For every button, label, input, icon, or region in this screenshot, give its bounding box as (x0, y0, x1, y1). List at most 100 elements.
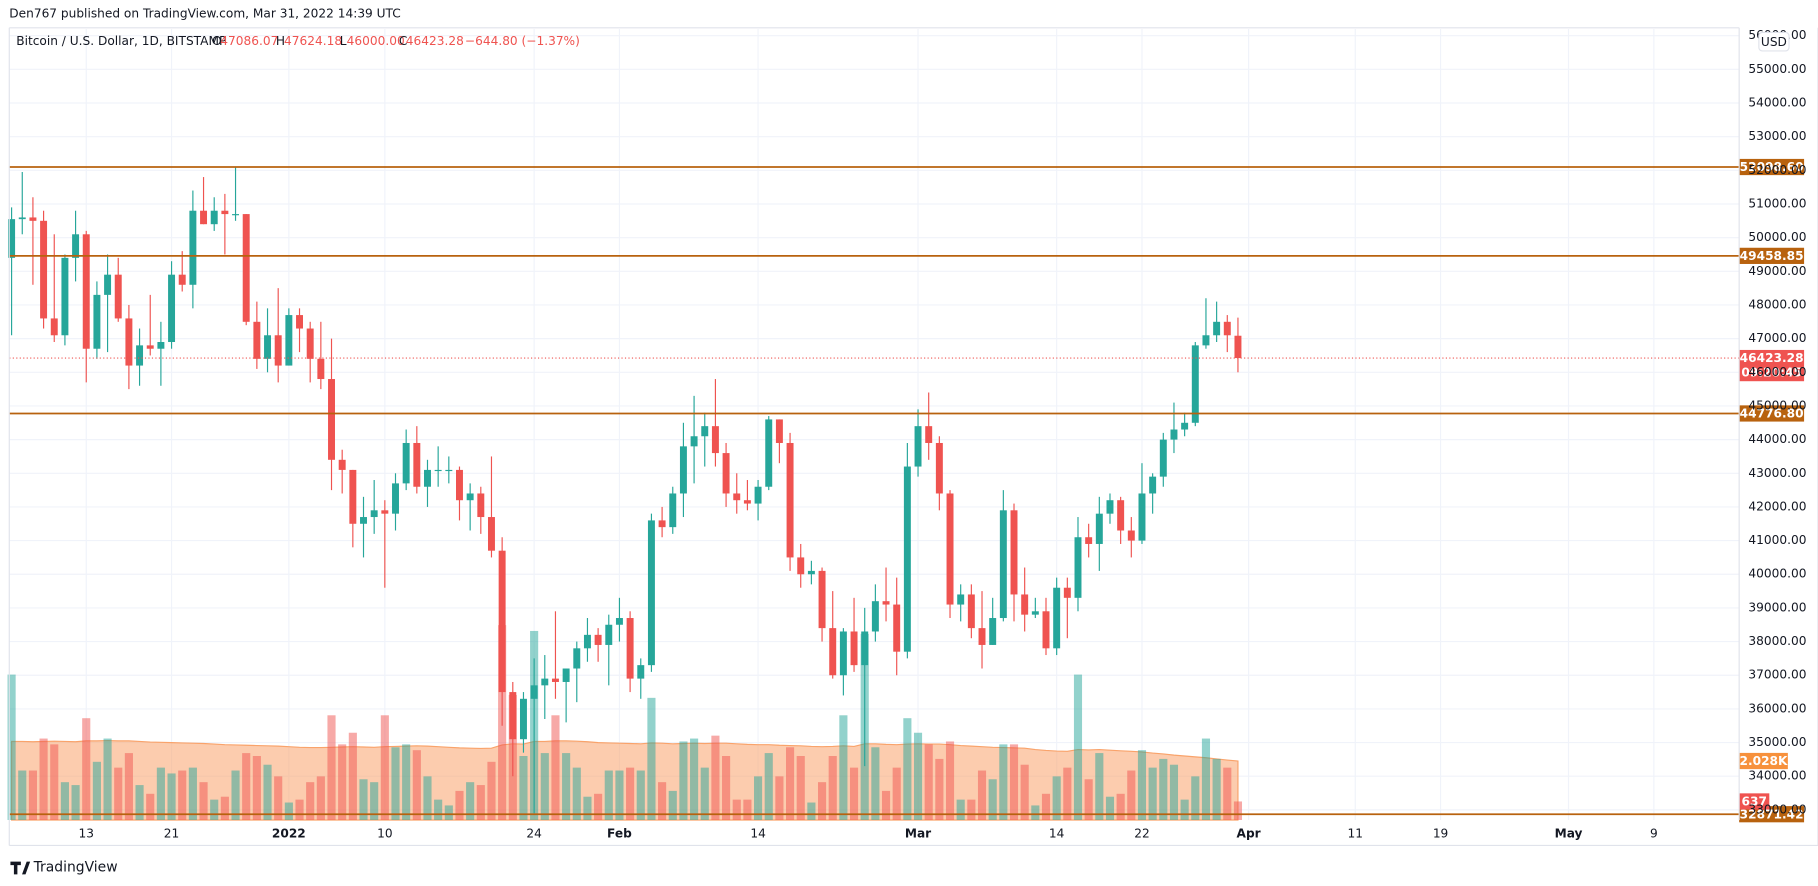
volume-bar (252, 756, 261, 820)
x-tick-label: 19 (1433, 826, 1448, 840)
level-label: 32871.42 (1740, 807, 1804, 821)
volume-bar (82, 718, 91, 820)
logo-text[interactable]: TradingView (33, 859, 118, 875)
volume-bar (178, 770, 187, 820)
candle-body (1138, 493, 1146, 541)
volume-bar (1031, 805, 1040, 820)
currency[interactable]: USD (1761, 35, 1787, 49)
volume-bar (1191, 776, 1200, 820)
volume-bar (231, 770, 240, 820)
volume-bar (1212, 758, 1221, 820)
y-tick-label: 42000.00 (1748, 499, 1806, 513)
volume-bar (476, 785, 485, 820)
legend-key: O (212, 34, 222, 48)
legend-change: −644.80 (−1.37%) (465, 34, 580, 48)
candle-body (925, 426, 933, 443)
volume-bar (156, 767, 165, 820)
y-tick-label: 45000.00 (1748, 398, 1806, 412)
candle-body (498, 550, 506, 693)
y-tick-label: 39000.00 (1748, 600, 1806, 614)
volume-bar (284, 802, 293, 820)
candle-body (487, 517, 495, 551)
byline: Den767 published on TradingView.com, Mar… (9, 6, 401, 20)
candle-body (306, 328, 314, 359)
candle-body (125, 318, 133, 366)
volume-bar (124, 753, 133, 820)
candle-body (519, 698, 527, 740)
level-label-bg (1739, 158, 1805, 176)
candle-body (360, 517, 367, 524)
candle-body (402, 442, 410, 484)
volume-bar (540, 753, 549, 820)
candle-body (594, 634, 602, 645)
candle-body (413, 442, 421, 487)
volume-bar (967, 799, 976, 820)
candle-body (370, 510, 378, 518)
volume-bar (455, 790, 464, 820)
volume-bar (679, 741, 688, 820)
currency-badge[interactable] (1758, 31, 1790, 52)
candle-body (1127, 530, 1135, 541)
volume-bar (615, 770, 624, 820)
candle-body (829, 628, 837, 676)
candle-body (274, 335, 282, 366)
volume-bar (18, 770, 27, 820)
level-label: 44776.80 (1740, 407, 1804, 421)
volume-bar (1063, 767, 1072, 820)
volume-bar (722, 756, 731, 820)
candle-body (733, 493, 741, 501)
volume-bar (583, 796, 592, 820)
y-tick-label: 44000.00 (1748, 432, 1806, 446)
volume-bar (466, 782, 475, 820)
candle-body (61, 257, 69, 336)
legend-key: L (340, 34, 347, 48)
volume-bar (295, 799, 304, 820)
volume-bar (1116, 793, 1125, 820)
candle-body (754, 486, 762, 504)
volume-bar (732, 799, 741, 820)
logo-icon[interactable] (10, 861, 31, 875)
candle-body (679, 446, 687, 494)
candle-body (434, 469, 442, 472)
volume-bar (60, 782, 69, 820)
candle-body (200, 210, 208, 225)
candle-body (1181, 422, 1189, 430)
volume-bar (412, 750, 421, 820)
volume-bar (487, 761, 496, 820)
volume-bar (1127, 770, 1136, 820)
candle-body (573, 648, 581, 669)
candle-body (72, 234, 80, 258)
volume-bar (370, 782, 379, 820)
y-tick-label: 40000.00 (1748, 567, 1806, 581)
candle-body (445, 469, 453, 472)
volume-bar (1180, 799, 1189, 820)
candle-body (765, 419, 773, 487)
candle-body (786, 442, 794, 558)
volume-bar (1105, 796, 1115, 820)
footer-logo[interactable]: TradingView (10, 859, 118, 875)
candle-body (1234, 335, 1242, 359)
candle-body (722, 453, 730, 494)
y-tick-label: 47000.00 (1748, 331, 1806, 345)
x-tick-label: 9 (1650, 826, 1658, 840)
candle-body (957, 594, 965, 605)
volume-bar (380, 715, 389, 820)
candle-body (232, 214, 240, 216)
volume-bar (1148, 767, 1157, 820)
candle-body (210, 210, 218, 225)
volume-bar (743, 799, 752, 820)
volume-bar (103, 738, 112, 820)
volume-bar (594, 793, 603, 820)
candle-body (50, 318, 58, 336)
volume-bar (849, 767, 859, 820)
axes: 33000.00 34000.00 35000.00 36000.00 37000.00… (79, 28, 1807, 840)
volume-bar (871, 747, 880, 820)
candle-body (797, 557, 805, 575)
volume-bar (913, 732, 923, 820)
volume-bar (1073, 674, 1083, 820)
volume-bar (391, 747, 400, 820)
candle-body (456, 469, 463, 501)
candle-body (29, 217, 37, 221)
x-tick-label: Feb (607, 826, 632, 840)
y-tick-label: 38000.00 (1748, 634, 1806, 648)
